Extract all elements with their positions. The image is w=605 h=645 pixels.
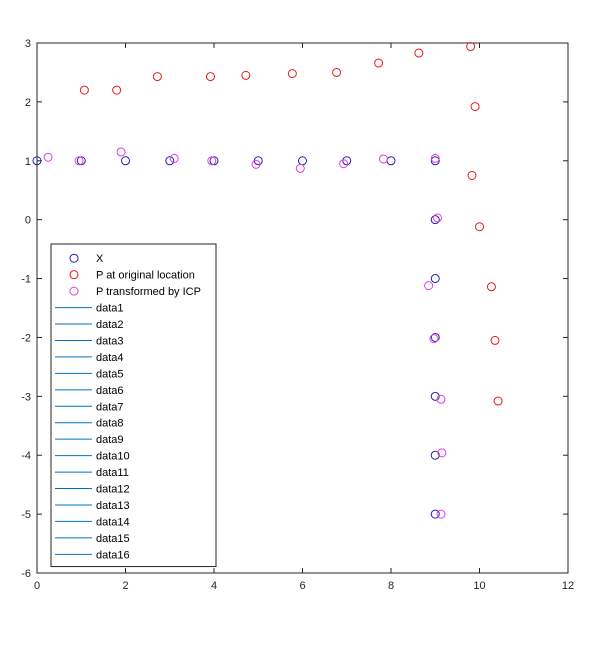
data-point bbox=[152, 72, 162, 82]
data-point bbox=[414, 48, 424, 58]
data-point bbox=[165, 156, 175, 166]
legend-label: data12 bbox=[96, 484, 130, 496]
legend-marker bbox=[69, 286, 79, 296]
data-point bbox=[342, 156, 352, 166]
legend-label: data6 bbox=[96, 385, 124, 397]
x-tick-label: 8 bbox=[388, 580, 394, 592]
data-point bbox=[436, 394, 446, 404]
data-point bbox=[490, 335, 500, 345]
x-tick-label: 12 bbox=[562, 580, 574, 592]
data-point bbox=[467, 171, 477, 180]
data-point bbox=[432, 213, 442, 223]
y-tick-label: -4 bbox=[21, 450, 31, 462]
y-tick-label: -3 bbox=[21, 391, 31, 403]
data-point bbox=[287, 69, 297, 79]
data-point bbox=[430, 509, 440, 519]
legend-label: data10 bbox=[96, 451, 130, 463]
data-point bbox=[295, 163, 305, 173]
legend-label: data8 bbox=[96, 418, 124, 430]
y-tick-label: -6 bbox=[21, 568, 31, 580]
data-point bbox=[486, 282, 496, 292]
legend-marker bbox=[69, 270, 79, 280]
legend-label: data16 bbox=[96, 549, 130, 561]
y-axis-ticks: -6 -5 -4 -3 -2 -1 0 1 2 3 bbox=[21, 38, 568, 580]
data-point bbox=[79, 85, 89, 95]
data-markers bbox=[32, 42, 503, 519]
series-3 bbox=[43, 147, 447, 519]
legend-marker bbox=[69, 253, 79, 263]
data-point bbox=[169, 153, 179, 163]
data-point bbox=[466, 42, 476, 52]
data-point bbox=[430, 274, 440, 284]
data-point bbox=[241, 70, 251, 80]
y-tick-label: -2 bbox=[21, 332, 31, 344]
y-tick-label: 2 bbox=[25, 97, 31, 109]
legend-label: data9 bbox=[96, 434, 124, 446]
data-point bbox=[430, 156, 440, 166]
x-tick-label: 6 bbox=[299, 580, 305, 592]
legend-label: data13 bbox=[96, 500, 130, 512]
data-point bbox=[430, 215, 440, 225]
y-tick-label: -1 bbox=[21, 274, 31, 286]
legend-label: data5 bbox=[96, 368, 124, 380]
data-point bbox=[209, 156, 219, 166]
y-tick-label: 1 bbox=[25, 156, 31, 168]
x-tick-label: 4 bbox=[211, 580, 217, 592]
data-point bbox=[493, 396, 503, 406]
data-point bbox=[339, 159, 349, 169]
legend: X P at original location P transformed by … bbox=[50, 243, 217, 568]
legend-label: data4 bbox=[96, 352, 124, 364]
data-point bbox=[374, 58, 384, 68]
x-tick-label: 10 bbox=[473, 580, 485, 592]
data-point bbox=[332, 67, 342, 77]
data-point bbox=[43, 152, 53, 162]
y-tick-label: 3 bbox=[25, 38, 31, 50]
data-point bbox=[430, 332, 440, 342]
legend-label: data1 bbox=[96, 303, 124, 315]
data-point bbox=[430, 391, 440, 401]
legend-label: P at original location bbox=[96, 270, 195, 282]
data-point bbox=[429, 334, 439, 344]
legend-label: P transformed by ICP bbox=[96, 286, 201, 298]
legend-label: data15 bbox=[96, 533, 130, 545]
data-point bbox=[430, 153, 440, 163]
legend-label: data11 bbox=[96, 467, 129, 479]
data-point bbox=[437, 448, 447, 458]
data-point bbox=[475, 222, 484, 232]
legend-label: X bbox=[96, 253, 104, 265]
data-point bbox=[116, 147, 126, 157]
data-point bbox=[378, 154, 388, 164]
data-point bbox=[430, 450, 440, 460]
data-point bbox=[112, 85, 122, 95]
data-point bbox=[32, 156, 42, 166]
data-point bbox=[205, 72, 215, 82]
data-point bbox=[470, 102, 480, 112]
y-tick-label: 0 bbox=[25, 215, 31, 227]
legend-box bbox=[50, 243, 217, 568]
legend-label: data7 bbox=[96, 401, 124, 413]
data-point bbox=[76, 156, 86, 166]
data-point bbox=[424, 281, 434, 291]
legend-label: data2 bbox=[96, 319, 124, 331]
data-point bbox=[207, 156, 217, 166]
legend-label: data14 bbox=[96, 516, 130, 528]
legend-label: data3 bbox=[96, 335, 124, 347]
x-tick-label: 2 bbox=[122, 580, 128, 592]
data-point bbox=[251, 159, 261, 169]
y-tick-label: -5 bbox=[21, 509, 31, 521]
data-point bbox=[436, 509, 446, 519]
x-tick-label: 0 bbox=[34, 580, 40, 592]
x-axis-ticks: 0 2 4 6 8 10 12 bbox=[34, 43, 574, 592]
data-point bbox=[121, 156, 130, 166]
data-point bbox=[74, 156, 84, 166]
series-2 bbox=[79, 42, 503, 406]
